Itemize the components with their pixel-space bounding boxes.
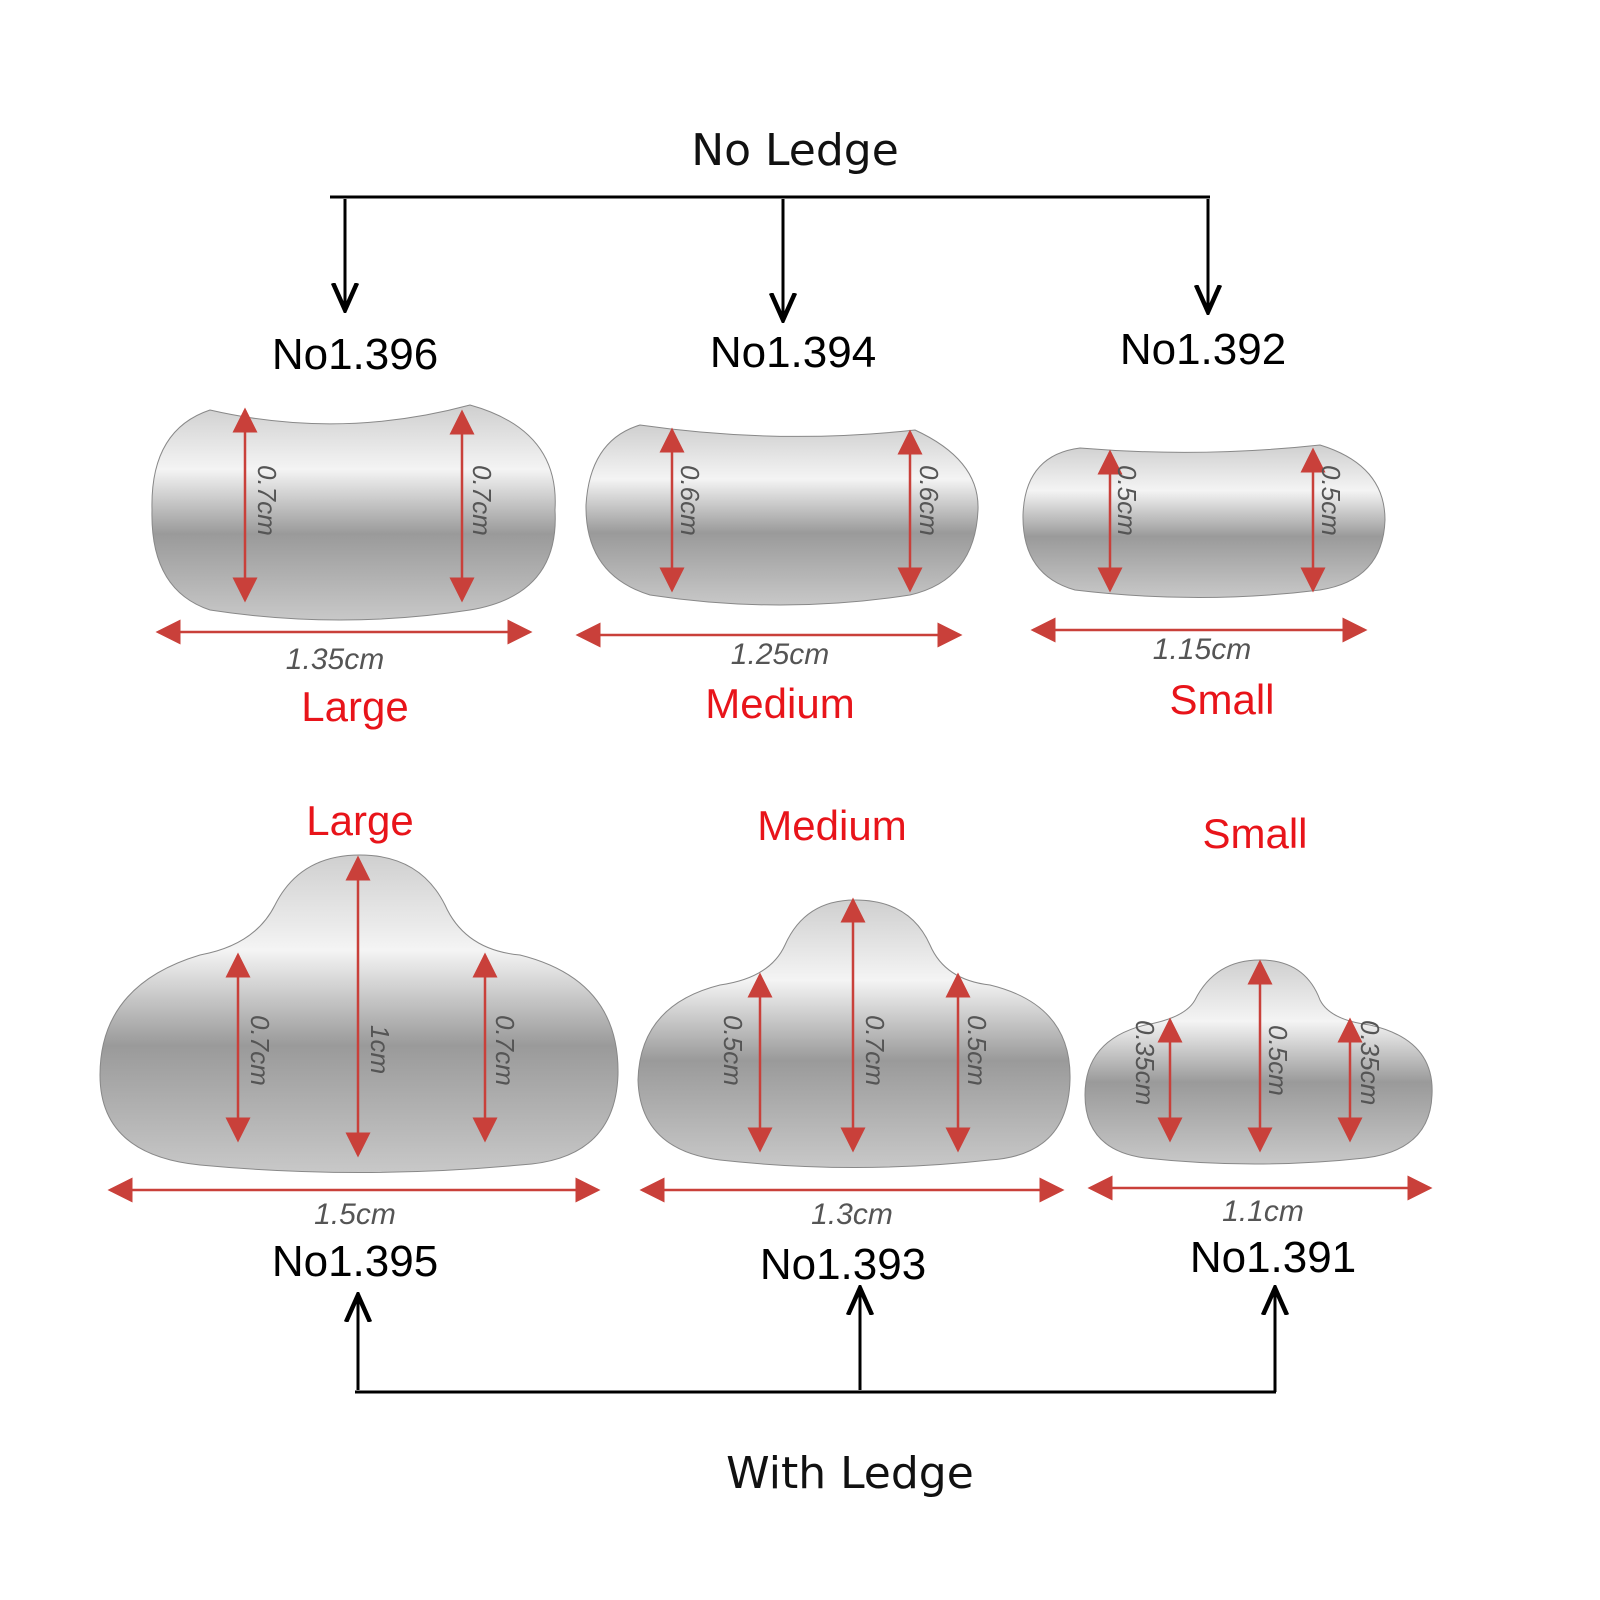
size-label: Large	[301, 683, 409, 730]
product-code: No1.395	[271, 1237, 439, 1286]
center-height-label: 0.7cm	[860, 1015, 890, 1086]
height-label: 0.7cm	[245, 1015, 275, 1086]
height-label: 0.35cm	[1130, 1020, 1160, 1106]
width-label: 1.1cm	[1222, 1195, 1304, 1228]
size-label: Large	[306, 797, 414, 844]
height-label: 0.7cm	[490, 1015, 520, 1086]
height-label: 0.7cm	[252, 465, 282, 536]
center-height-label: 0.5cm	[1263, 1025, 1293, 1096]
height-label: 0.5cm	[962, 1015, 992, 1086]
no-ledge-connector	[330, 195, 1210, 320]
no-ledge-title: No Ledge	[691, 125, 899, 176]
width-label: 1.15cm	[1152, 633, 1252, 666]
size-label: Small	[1169, 676, 1275, 723]
product-code: No1.393	[759, 1240, 927, 1289]
size-label: Medium	[757, 802, 907, 849]
product-code: No1.394	[709, 328, 877, 377]
height-label: 0.6cm	[914, 465, 944, 536]
product-code: No1.396	[271, 330, 439, 379]
height-label: 0.5cm	[1112, 465, 1142, 536]
height-label: 0.6cm	[675, 465, 705, 536]
height-label: 0.5cm	[1316, 465, 1346, 536]
with-ledge-title: With Ledge	[726, 1448, 974, 1499]
width-label: 1.5cm	[314, 1198, 396, 1231]
width-label: 1.3cm	[811, 1198, 893, 1231]
product-code: No1.391	[1189, 1233, 1357, 1282]
with-ledge-connector	[355, 1288, 1276, 1394]
width-label: 1.35cm	[285, 643, 385, 676]
height-label: 0.5cm	[718, 1015, 748, 1086]
size-label: Medium	[705, 680, 855, 727]
size-label: Small	[1202, 810, 1308, 857]
product-code: No1.392	[1119, 325, 1287, 374]
center-height-label: 1cm	[365, 1025, 395, 1075]
height-label: 0.35cm	[1355, 1020, 1385, 1106]
width-label: 1.25cm	[730, 638, 830, 671]
dimension-arrows	[107, 407, 1433, 1203]
height-label: 0.7cm	[467, 465, 497, 536]
